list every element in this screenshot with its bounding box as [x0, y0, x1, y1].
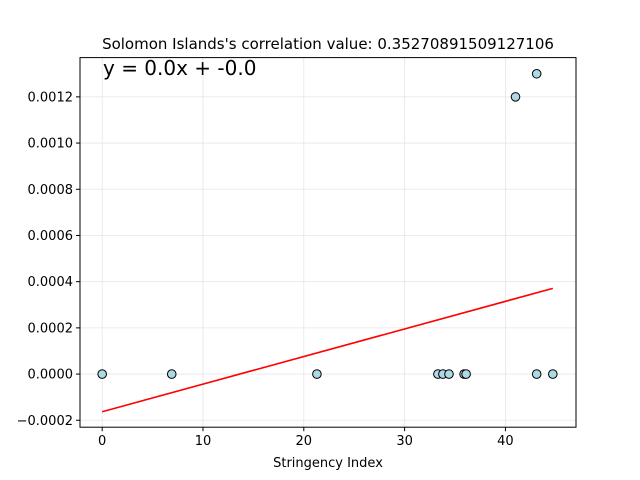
x-tick-label: 10 [195, 434, 212, 449]
scatter-point [444, 369, 454, 379]
grid [80, 57, 576, 428]
scatter-points [97, 68, 558, 379]
regression-equation: y = 0.0x + -0.0 [103, 56, 256, 80]
x-axis-label: Stringency Index [273, 456, 383, 471]
y-tick-label: 0.0008 [28, 183, 74, 198]
y-tick-label: 0.0004 [28, 275, 74, 290]
y-tick-label: 0.0002 [28, 321, 74, 336]
x-tick-label: 0 [98, 434, 106, 449]
y-tick-label: 0.0006 [28, 229, 74, 244]
scatter-point [531, 369, 542, 379]
trendline-group [101, 287, 554, 413]
y-tick-label: 0.0010 [28, 137, 74, 152]
scatter-point [97, 369, 107, 379]
x-tick-label: 30 [396, 434, 413, 449]
chart-title: Solomon Islands's correlation value: 0.3… [102, 35, 554, 53]
x-tick-label: 20 [296, 434, 313, 449]
trendline [101, 287, 554, 413]
scatter-point [166, 369, 177, 379]
y-tick-label: 0.0012 [28, 90, 74, 105]
scatter-point [312, 369, 322, 379]
x-tick-label: 40 [497, 434, 514, 449]
y-axis-ticks: −0.0002 0.0000 0.0002 0.0004 0.0006 0.0008 0.0… [17, 90, 80, 429]
plot-frame [79, 57, 577, 428]
scatter-point [510, 92, 521, 102]
x-axis-ticks: 0 10 20 30 40 [98, 427, 514, 449]
scatter-point [548, 369, 558, 379]
y-tick-label: −0.0002 [17, 414, 73, 429]
y-tick-label: 0.0000 [28, 368, 74, 383]
scatter-point [531, 68, 542, 79]
scatter-point [461, 369, 471, 379]
